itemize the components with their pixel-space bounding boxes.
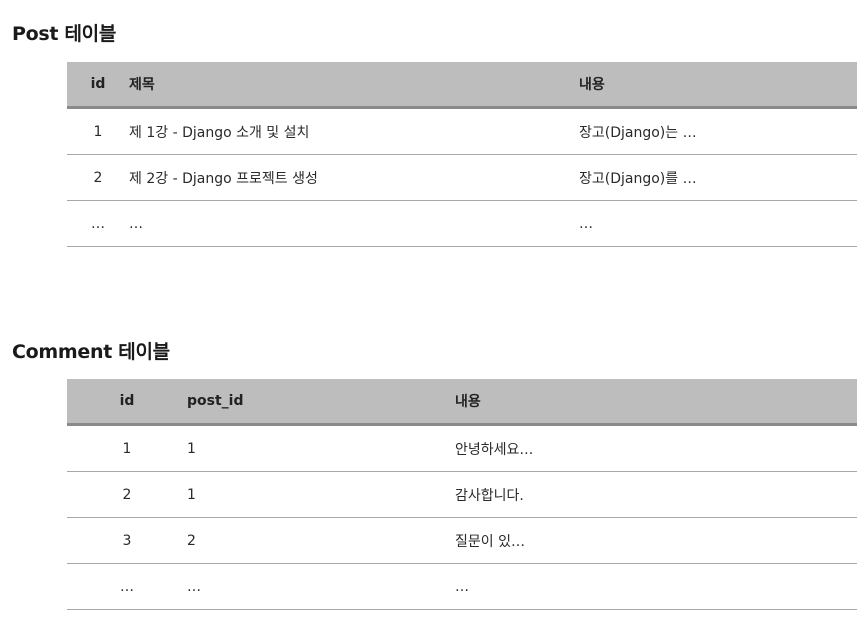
table-row: … … … bbox=[67, 200, 857, 247]
comment-table-header-row: id post_id 내용 bbox=[67, 379, 857, 426]
comment-cell-post-id: … bbox=[187, 563, 455, 610]
comment-cell-id: … bbox=[67, 563, 187, 610]
table-row: 3 2 질문이 있… bbox=[67, 517, 857, 564]
comment-col-post-id-header: post_id bbox=[187, 379, 455, 426]
comment-cell-id: 2 bbox=[67, 471, 187, 518]
table-row: 2 제 2강 - Django 프로젝트 생성 장고(Django)를 … bbox=[67, 154, 857, 201]
comment-cell-content: … bbox=[455, 563, 857, 610]
comment-cell-post-id: 1 bbox=[187, 424, 455, 472]
post-table: id 제목 내용 1 제 1강 - Django 소개 및 설치 장고(Djan… bbox=[67, 62, 857, 247]
comment-cell-id: 3 bbox=[67, 517, 187, 564]
comment-table-title: Comment 테이블 bbox=[12, 341, 170, 363]
comment-cell-post-id: 2 bbox=[187, 517, 455, 564]
post-col-content-header: 내용 bbox=[579, 62, 857, 109]
post-table-title: Post 테이블 bbox=[12, 23, 117, 45]
comment-table: id post_id 내용 1 1 안녕하세요… 2 1 감사합니다. 3 2 … bbox=[67, 379, 857, 610]
table-row: … … … bbox=[67, 563, 857, 610]
table-row: 1 1 안녕하세요… bbox=[67, 424, 857, 472]
post-cell-title: 제 2강 - Django 프로젝트 생성 bbox=[129, 154, 579, 201]
post-cell-title: … bbox=[129, 200, 579, 247]
post-cell-id: 1 bbox=[67, 107, 129, 155]
post-cell-content: 장고(Django)는 … bbox=[579, 107, 857, 155]
post-cell-title: 제 1강 - Django 소개 및 설치 bbox=[129, 107, 579, 155]
comment-col-content-header: 내용 bbox=[455, 379, 857, 426]
post-table-header-row: id 제목 내용 bbox=[67, 62, 857, 109]
post-cell-content: 장고(Django)를 … bbox=[579, 154, 857, 201]
comment-col-id-header: id bbox=[67, 379, 187, 426]
comment-cell-id: 1 bbox=[67, 424, 187, 472]
comment-cell-content: 안녕하세요… bbox=[455, 424, 857, 472]
comment-cell-content: 감사합니다. bbox=[455, 471, 857, 518]
post-col-title-header: 제목 bbox=[129, 62, 579, 109]
post-cell-content: … bbox=[579, 200, 857, 247]
post-cell-id: … bbox=[67, 200, 129, 247]
comment-cell-post-id: 1 bbox=[187, 471, 455, 518]
post-col-id-header: id bbox=[67, 62, 129, 109]
table-row: 2 1 감사합니다. bbox=[67, 471, 857, 518]
table-row: 1 제 1강 - Django 소개 및 설치 장고(Django)는 … bbox=[67, 107, 857, 155]
post-cell-id: 2 bbox=[67, 154, 129, 201]
comment-cell-content: 질문이 있… bbox=[455, 517, 857, 564]
